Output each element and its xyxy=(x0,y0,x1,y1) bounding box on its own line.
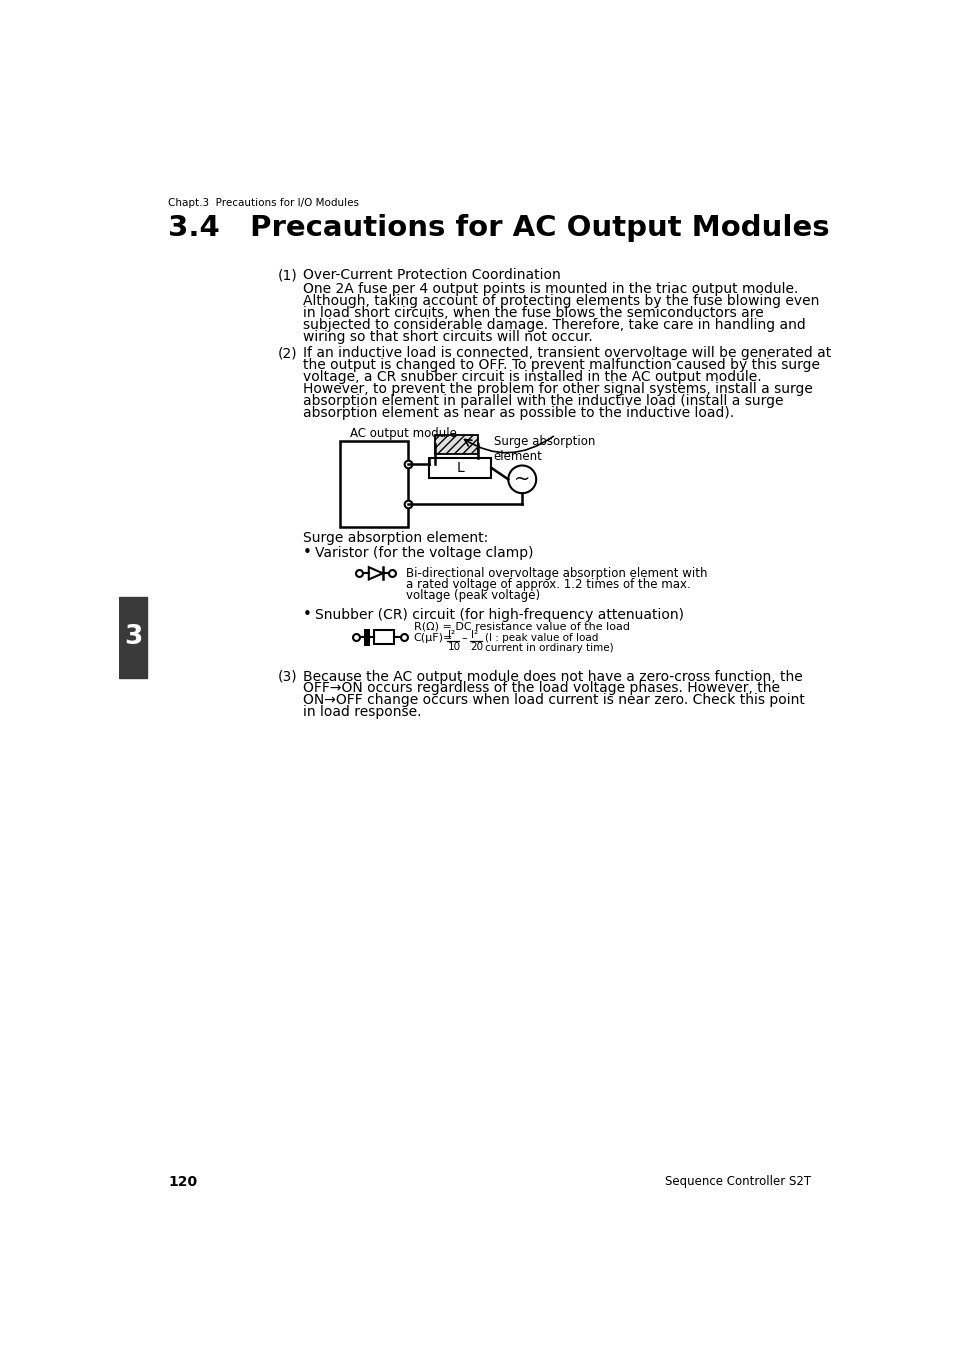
Text: current in ordinary time): current in ordinary time) xyxy=(484,643,613,654)
Text: Because the AC output module does not have a zero-cross function, the: Because the AC output module does not ha… xyxy=(303,670,801,684)
FancyArrowPatch shape xyxy=(464,436,553,453)
Text: Sequence Controller S2T: Sequence Controller S2T xyxy=(664,1175,810,1189)
Text: Chapt.3  Precautions for I/O Modules: Chapt.3 Precautions for I/O Modules xyxy=(168,197,358,208)
Text: (2): (2) xyxy=(278,346,297,361)
Text: (I : peak value of load: (I : peak value of load xyxy=(484,634,598,643)
Bar xyxy=(374,631,394,644)
Text: (1): (1) xyxy=(278,269,297,282)
Text: AC output module: AC output module xyxy=(350,427,456,440)
Text: Although, taking account of protecting elements by the fuse blowing even: Although, taking account of protecting e… xyxy=(303,293,819,308)
Text: a rated voltage of approx. 1.2 times of the max.: a rated voltage of approx. 1.2 times of … xyxy=(406,578,690,590)
Text: the output is changed to OFF. To prevent malfunction caused by this surge: the output is changed to OFF. To prevent… xyxy=(303,358,819,372)
Text: ON→OFF change occurs when load current is near zero. Check this point: ON→OFF change occurs when load current i… xyxy=(303,693,804,708)
Text: 3.4   Precautions for AC Output Modules: 3.4 Precautions for AC Output Modules xyxy=(168,215,829,242)
Text: R(Ω) = DC resistance value of the load: R(Ω) = DC resistance value of the load xyxy=(414,621,629,632)
Polygon shape xyxy=(369,567,382,580)
Text: in load short circuits, when the fuse blows the semiconductors are: in load short circuits, when the fuse bl… xyxy=(303,305,762,320)
Text: •: • xyxy=(303,544,312,561)
Text: C(μF)=: C(μF)= xyxy=(414,634,453,643)
Text: ~: ~ xyxy=(514,470,530,489)
Bar xyxy=(340,440,408,527)
Text: However, to prevent the problem for other signal systems, install a surge: However, to prevent the problem for othe… xyxy=(303,382,812,396)
Bar xyxy=(435,435,477,454)
Bar xyxy=(119,597,147,678)
Bar xyxy=(429,458,491,478)
Text: I²: I² xyxy=(471,631,477,640)
Text: 10: 10 xyxy=(447,642,460,651)
Text: Bi-directional overvoltage absorption element with: Bi-directional overvoltage absorption el… xyxy=(406,567,707,580)
Text: in load response.: in load response. xyxy=(303,705,421,719)
Text: subjected to considerable damage. Therefore, take care in handling and: subjected to considerable damage. Theref… xyxy=(303,317,805,331)
Text: absorption element in parallel with the inductive load (install a surge: absorption element in parallel with the … xyxy=(303,394,782,408)
Text: Over-Current Protection Coordination: Over-Current Protection Coordination xyxy=(303,269,560,282)
Text: (3): (3) xyxy=(278,670,297,684)
Text: –: – xyxy=(460,634,466,643)
Text: wiring so that short circuits will not occur.: wiring so that short circuits will not o… xyxy=(303,330,592,343)
Text: Snubber (CR) circuit (for high-frequency attenuation): Snubber (CR) circuit (for high-frequency… xyxy=(314,608,683,621)
Text: Surge absorption
element: Surge absorption element xyxy=(493,435,595,462)
Text: If an inductive load is connected, transient overvoltage will be generated at: If an inductive load is connected, trans… xyxy=(303,346,830,361)
Text: Surge absorption element:: Surge absorption element: xyxy=(303,531,488,544)
Text: L: L xyxy=(456,461,464,474)
Text: •: • xyxy=(303,607,312,621)
Text: absorption element as near as possible to the inductive load).: absorption element as near as possible t… xyxy=(303,405,733,420)
Text: voltage (peak voltage): voltage (peak voltage) xyxy=(406,589,539,601)
Text: OFF→ON occurs regardless of the load voltage phases. However, the: OFF→ON occurs regardless of the load vol… xyxy=(303,681,780,696)
Text: voltage, a CR snubber circuit is installed in the AC output module.: voltage, a CR snubber circuit is install… xyxy=(303,370,760,384)
Text: 3: 3 xyxy=(124,624,142,650)
Text: Varistor (for the voltage clamp): Varistor (for the voltage clamp) xyxy=(314,546,533,561)
Text: I²: I² xyxy=(447,631,455,640)
Text: One 2A fuse per 4 output points is mounted in the triac output module.: One 2A fuse per 4 output points is mount… xyxy=(303,282,798,296)
Text: 120: 120 xyxy=(168,1175,197,1189)
Text: 20: 20 xyxy=(470,642,483,651)
